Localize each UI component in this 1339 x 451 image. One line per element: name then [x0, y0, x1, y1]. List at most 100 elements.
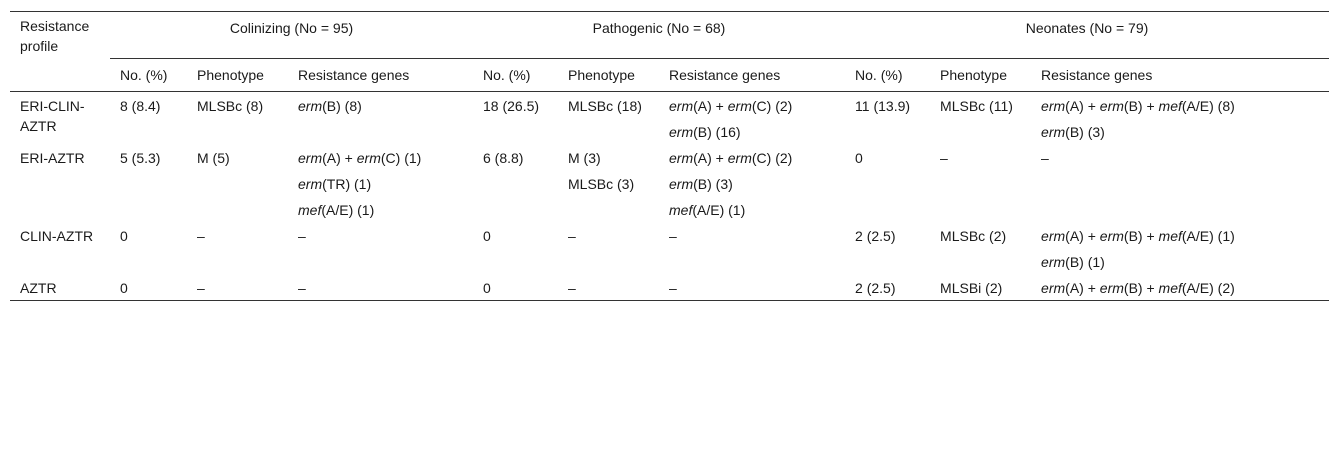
- empty-cell: [1031, 196, 1329, 222]
- column-header: Resistance genes: [1031, 58, 1329, 92]
- table-cell: 2 (2.5): [855, 280, 896, 296]
- group-header: Pathogenic (No = 68): [473, 11, 846, 59]
- empty-cell: [288, 248, 473, 274]
- gene-text: mef: [1158, 98, 1182, 114]
- gene-text: erm: [356, 150, 381, 166]
- gene-text: mef: [1158, 280, 1182, 296]
- genes-cell: erm(A) + erm(B) + mef(A/E) (2): [1031, 274, 1329, 301]
- empty-cell: [845, 170, 930, 196]
- empty-cell: [930, 118, 1031, 144]
- empty-cell: [288, 118, 473, 144]
- genes-cell: erm(B) (16): [659, 118, 845, 144]
- gene-text: erm: [669, 124, 694, 140]
- table-cell: 0: [855, 150, 863, 166]
- genes-cell: erm(A) + erm(C) (2): [659, 144, 845, 170]
- genes-cell: erm(B) (3): [1031, 118, 1329, 144]
- empty-cell: [930, 196, 1031, 222]
- gene-text: (A) +: [693, 98, 728, 114]
- table-cell: 2 (2.5): [855, 228, 896, 244]
- table-row: ERI-AZTR 5 (5.3) M (5) erm(A) + erm(C) (1) 6…: [10, 144, 1329, 170]
- table-cell: –: [1041, 150, 1049, 166]
- empty-cell: [187, 196, 288, 222]
- gene-text: (TR) (1): [322, 176, 372, 192]
- empty-cell: [473, 118, 558, 144]
- gene-text: mef: [669, 202, 693, 218]
- gene-text: (A) +: [1065, 228, 1100, 244]
- gene-text: erm: [298, 176, 323, 192]
- table-row: ERI-CLIN-AZTR 8 (8.4) MLSBc (8) erm(B) (8) 1…: [10, 92, 1329, 134]
- gene-text: (B) (16): [693, 124, 741, 140]
- empty-cell: [558, 118, 659, 144]
- gene-text: (C) (2): [751, 98, 793, 114]
- gene-text: erm: [669, 176, 694, 192]
- gene-text: (A) +: [1065, 98, 1100, 114]
- profile-header: Resistance profile: [10, 11, 110, 92]
- group-header: Colinizing (No = 95): [110, 11, 473, 59]
- empty-cell: [845, 118, 930, 144]
- empty-cell: [473, 248, 558, 274]
- table-cell: 18 (26.5): [483, 98, 540, 114]
- gene-text: erm: [1099, 98, 1124, 114]
- table-cell: 0: [120, 228, 128, 244]
- gene-text: (C) (1): [380, 150, 422, 166]
- gene-text: (B) (3): [1065, 124, 1105, 140]
- table-cell: –: [940, 150, 948, 166]
- table-row: erm(B) (1): [10, 248, 1329, 274]
- table-row: erm(B) (16) erm(B) (3): [10, 118, 1329, 144]
- gene-text: (A/E) (1): [321, 202, 375, 218]
- gene-text: (B) (3): [693, 176, 733, 192]
- gene-text: (A) +: [1065, 280, 1100, 296]
- gene-text: (B) +: [1123, 228, 1159, 244]
- empty-cell: [110, 196, 187, 222]
- empty-cell: [930, 170, 1031, 196]
- genes-cell: erm(A) + erm(C) (1): [288, 144, 473, 170]
- empty-cell: [1031, 170, 1329, 196]
- empty-cell: [187, 118, 288, 144]
- profile-cell: AZTR: [20, 280, 57, 296]
- table-cell: 6 (8.8): [483, 150, 524, 166]
- table-cell: –: [669, 280, 677, 296]
- column-header: No. (%): [845, 58, 931, 92]
- table-cell: –: [568, 228, 576, 244]
- profile-cell: ERI-AZTR: [20, 150, 85, 166]
- table-cell: –: [197, 280, 205, 296]
- table-cell: M (5): [197, 150, 230, 166]
- table-cell: 11 (13.9): [855, 98, 911, 114]
- table-cell: M (3): [568, 150, 601, 166]
- empty-cell: [558, 248, 659, 274]
- table-row: CLIN-AZTR 0 – – 0 – – 2 (2.5) MLSBc (2) erm(A) + …: [10, 222, 1329, 248]
- empty-cell: [110, 118, 187, 144]
- genes-cell: erm(A) + erm(C) (2): [659, 92, 845, 119]
- header-row: Resistance profile Colinizing (No = 95) Pa…: [10, 11, 1329, 92]
- column-header: No. (%): [110, 58, 187, 92]
- gene-text: erm: [1041, 124, 1066, 140]
- genes-cell: erm(TR) (1): [288, 170, 473, 196]
- gene-text: (A/E) (1): [1181, 228, 1235, 244]
- genes-cell: mef(A/E) (1): [288, 196, 473, 222]
- table-cell: –: [568, 280, 576, 296]
- table-cell: 0: [483, 280, 491, 296]
- genes-cell: mef(A/E) (1): [659, 196, 845, 222]
- genes-cell: erm(B) (8): [288, 92, 473, 119]
- table-cell: MLSBi (2): [940, 280, 1003, 296]
- gene-text: erm: [1099, 228, 1124, 244]
- gene-text: erm: [1041, 254, 1066, 270]
- column-header: Phenotype: [930, 58, 1032, 92]
- column-header: No. (%): [473, 58, 558, 92]
- table-cell: MLSBc (8): [197, 98, 264, 114]
- empty-cell: [558, 196, 659, 222]
- table-cell: –: [197, 228, 205, 244]
- profile-cell: ERI-CLIN-AZTR: [20, 98, 85, 134]
- table-cell: –: [298, 280, 306, 296]
- empty-cell: [659, 248, 845, 274]
- empty-cell: [473, 170, 558, 196]
- empty-cell: [845, 248, 930, 274]
- empty-cell: [473, 196, 558, 222]
- gene-text: (A/E) (1): [692, 202, 746, 218]
- table-cell: 8 (8.4): [120, 98, 161, 114]
- table-row: mef(A/E) (1) mef(A/E) (1): [10, 196, 1329, 222]
- table-cell: MLSBc (11): [940, 98, 1013, 114]
- gene-text: erm: [298, 150, 323, 166]
- column-header: Phenotype: [187, 58, 288, 92]
